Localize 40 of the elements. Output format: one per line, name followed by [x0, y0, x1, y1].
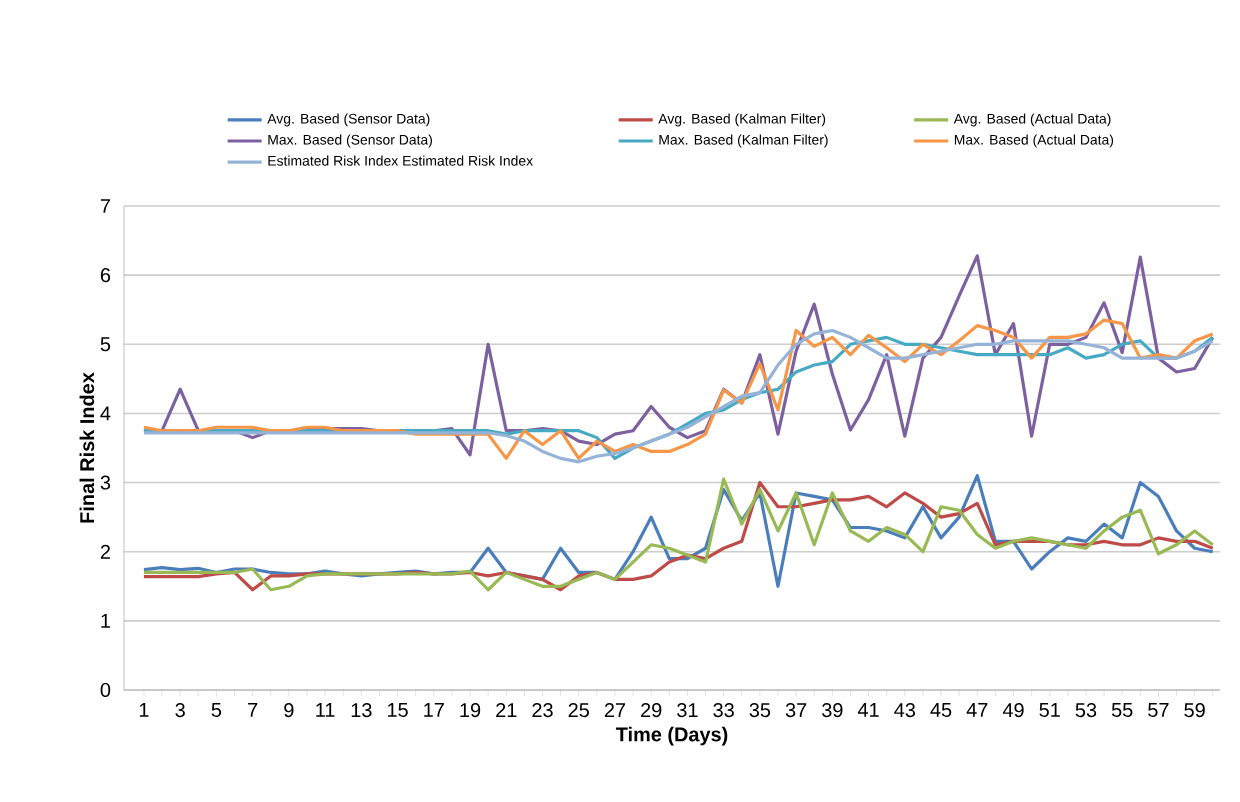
x-tick-label: 49: [1002, 703, 1024, 718]
x-tick-label: 53: [1075, 703, 1097, 718]
x-tick-label: 39: [822, 703, 843, 718]
x-tick-label: 37: [785, 703, 807, 718]
x-tick-label: 5: [211, 703, 222, 717]
x-tick-label: 45: [930, 703, 952, 717]
x-tick-label: 35: [749, 703, 771, 718]
x-tick-label: 13: [351, 703, 372, 718]
x-tick-label: 57: [1148, 703, 1169, 717]
x-tick-label: 29: [641, 703, 662, 718]
x-tick-label: 9: [284, 703, 294, 718]
x-tick-label: 43: [894, 703, 916, 718]
x-tick-label: 19: [460, 703, 481, 718]
y-tick-label: 0: [100, 682, 111, 698]
x-tick-label: 41: [857, 703, 879, 717]
y-tick-label: 2: [100, 544, 110, 559]
y-axis-title: Final Risk Index: [79, 372, 95, 523]
x-tick-label: 17: [424, 703, 444, 717]
x-tick-label: 25: [568, 703, 589, 718]
y-tick-label: 6: [100, 268, 111, 283]
x-tick-label: 55: [1111, 703, 1133, 717]
y-tick-label: 1: [101, 613, 111, 628]
x-tick-label: 21: [496, 703, 517, 717]
x-tick-label: 7: [248, 703, 258, 717]
x-tick-label: 1: [139, 703, 149, 717]
y-tick-label: 5: [100, 337, 111, 352]
y-tick-label: 3: [100, 475, 111, 490]
x-tick-label: 15: [388, 703, 408, 717]
x-tick-label: 23: [532, 703, 553, 718]
x-tick-label: 47: [966, 703, 988, 717]
x-tick-label: 31: [677, 703, 698, 718]
x-tick-label: 59: [1184, 703, 1205, 718]
x-tick-label: 3: [175, 703, 185, 718]
x-tick-label: 33: [713, 703, 734, 718]
x-tick-label: 11: [316, 703, 335, 717]
x-axis-title: Time (Days): [615, 726, 728, 746]
x-tick-label: 51: [1039, 703, 1060, 717]
y-tick-label: 7: [100, 199, 110, 213]
y-tick-label: 4: [100, 406, 111, 421]
x-tick-label: 27: [604, 703, 626, 717]
